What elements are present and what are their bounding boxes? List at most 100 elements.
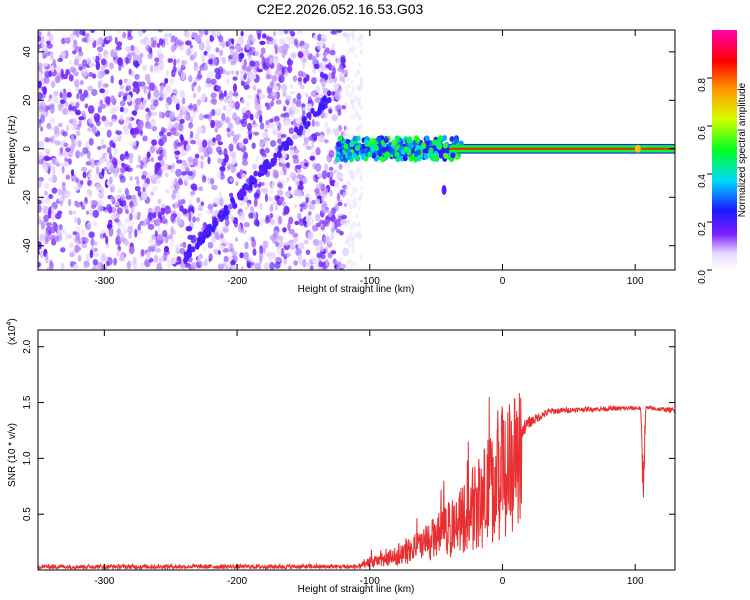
spectrogram-noise-cell <box>229 177 234 183</box>
spectrogram-noise-cell <box>337 201 343 207</box>
snr-x-label: Height of straight line (km) <box>298 584 415 595</box>
spectrogram-noise-cell <box>133 46 140 56</box>
spectrogram-noise-cell <box>175 184 181 190</box>
spectrogram-noise-cell <box>309 204 316 211</box>
snr-marks <box>38 393 675 570</box>
spectrogram-noise-cell <box>342 191 346 197</box>
spectrogram-noise-cell <box>272 85 279 91</box>
spectrogram-trace-cell <box>253 170 258 177</box>
spectrogram-noise-cell <box>148 238 154 245</box>
spectrogram-noise-cell <box>344 239 348 245</box>
spectrogram-noise-cell <box>220 245 225 250</box>
x-tick-label: 100 <box>627 576 644 587</box>
spectrogram-noise-cell <box>134 228 138 238</box>
spectrogram-noise-cell <box>113 257 118 266</box>
y-tick-label: 1.0 <box>22 451 33 465</box>
spectrogram-noise-cell <box>288 228 295 235</box>
spectrogram-noise-cell <box>177 212 181 218</box>
spectrogram-noise-cell <box>88 231 95 239</box>
spectrogram-noise-cell <box>105 235 109 245</box>
spectrogram-noise-cell <box>63 88 67 94</box>
spectrogram-noise-cell <box>178 177 183 183</box>
spectrogram-noise-cell <box>100 253 106 262</box>
spectrogram-noise-cell <box>171 162 176 170</box>
spectrogram-noise-cell <box>296 92 302 101</box>
spectrogram-noise-cell <box>325 258 329 267</box>
spectrogram-noise-cell <box>235 237 238 242</box>
spectrogram-noise-cell <box>352 203 356 209</box>
x-tick-label: 100 <box>627 276 644 287</box>
spectrogram-noise-cell <box>74 244 80 253</box>
spectrogram-noise-cell <box>275 256 282 263</box>
spectrogram-noise-cell <box>320 38 327 43</box>
spectrogram-noise-cell <box>38 110 41 118</box>
spectrogram-noise-cell <box>82 59 88 67</box>
spectrogram-noise-cell <box>269 218 275 226</box>
spectrogram-noise-cell <box>200 155 205 160</box>
spectrogram-signal-cell <box>415 137 421 144</box>
spectrogram-noise-cell <box>275 120 280 127</box>
spectrogram-noise-cell <box>332 43 336 48</box>
spectrogram-noise-cell <box>281 200 287 207</box>
spectrogram-noise-cell <box>311 199 317 205</box>
spectrogram-noise-cell <box>230 70 235 75</box>
spectrogram-noise-cell <box>253 131 260 136</box>
spectrogram-noise-cell <box>95 166 100 175</box>
spectrogram-trace-cell <box>237 193 242 200</box>
spectrogram-noise-cell <box>287 222 291 231</box>
colorbar-tick-label: 0.8 <box>697 78 708 92</box>
spectrogram-noise-cell <box>64 232 69 242</box>
colorbar-tick-label: 0.2 <box>697 222 708 236</box>
spectrogram-noise-cell <box>253 218 260 226</box>
spectrogram-noise-cell <box>80 229 86 237</box>
spectrogram-noise-cell <box>86 188 92 195</box>
spectrogram-noise-cell <box>101 144 107 149</box>
spectrogram-noise-cell <box>179 242 186 248</box>
spectrogram-noise-cell <box>315 163 322 172</box>
spectrogram-noise-cell <box>121 223 126 230</box>
spectrogram-noise-cell <box>198 144 203 153</box>
spectrogram-noise-cell <box>57 57 63 63</box>
spectrogram-noise-cell <box>355 213 359 219</box>
spectrogram-noise-cell <box>153 65 159 73</box>
spectrogram-noise-cell <box>66 124 70 132</box>
spectrogram-noise-cell <box>292 75 298 82</box>
spectrogram-noise-cell <box>102 157 109 164</box>
spectrogram-noise-cell <box>332 67 337 75</box>
spectrogram-noise-cell <box>283 241 290 246</box>
spectrogram-noise-cell <box>194 34 201 43</box>
spectrogram-noise-cell <box>170 127 177 135</box>
spectrogram-noise-cell <box>302 58 307 64</box>
spectrogram-noise-cell <box>99 88 105 94</box>
spectrogram-noise-cell <box>326 209 331 214</box>
spectrogram-signal-cell <box>343 143 349 150</box>
spectrogram-noise-cell <box>109 62 114 70</box>
spectrogram-noise-cell <box>189 131 194 138</box>
spectrogram-noise-cell <box>239 215 246 222</box>
spectrogram-noise-cell <box>81 204 86 210</box>
spectrogram-noise-cell <box>108 121 113 127</box>
spectrogram-noise-cell <box>68 210 73 215</box>
spectrogram-noise-cell <box>106 243 110 249</box>
spectrogram-noise-cell <box>347 218 351 224</box>
spectrogram-noise-cell <box>217 157 223 164</box>
spectrogram-noise-cell <box>356 166 360 172</box>
spectrogram-noise-cell <box>275 99 282 105</box>
spectrogram-noise-cell <box>277 138 282 144</box>
spectrogram-noise-cell <box>220 233 224 239</box>
spectrogram-noise-cell <box>278 74 285 83</box>
spectrogram-noise-cell <box>111 183 115 188</box>
spectrogram-noise-cell <box>261 138 267 144</box>
y-tick-label: 1.5 <box>22 395 33 409</box>
spectrogram-noise-cell <box>297 184 304 191</box>
spectrogram-noise-cell <box>350 89 354 95</box>
spectrogram-noise-cell <box>133 127 139 135</box>
spectrogram-noise-cell <box>80 166 88 172</box>
spectrogram-signal-cell <box>376 136 382 143</box>
spectrogram-noise-cell <box>298 180 304 187</box>
spectrogram-noise-cell <box>176 142 183 147</box>
spectrogram-noise-cell <box>167 58 174 63</box>
spectrogram-noise-cell <box>156 217 161 227</box>
spectrogram-noise-cell <box>117 188 123 194</box>
